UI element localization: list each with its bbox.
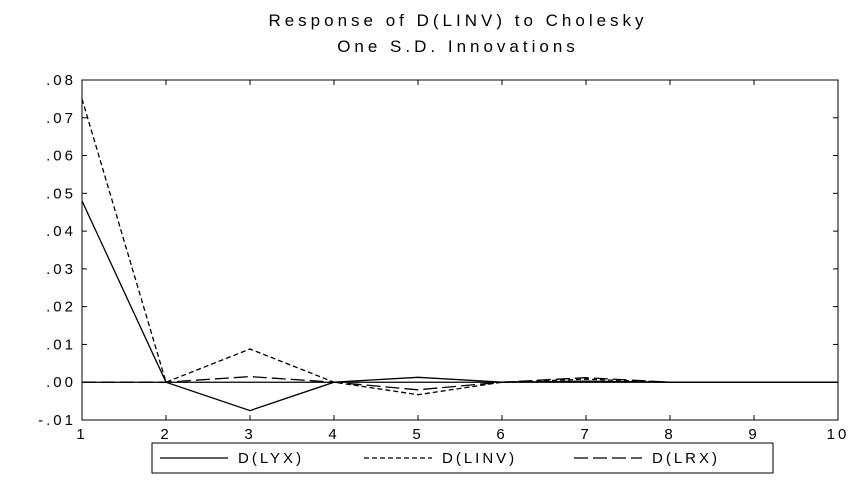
y-tick-label: .05 xyxy=(46,185,76,202)
y-tick-label: .03 xyxy=(46,261,76,278)
legend-label: D(LRX) xyxy=(652,450,720,467)
series-line-d-lyx xyxy=(81,200,838,412)
y-tick-label: .08 xyxy=(46,72,76,89)
y-tick-label: .04 xyxy=(46,223,76,240)
x-tick-label: 7 xyxy=(580,426,591,443)
x-tick-label: 6 xyxy=(496,426,507,443)
legend-box xyxy=(151,442,774,474)
plot-area xyxy=(81,98,838,412)
y-axis: -.01 .00 .01 .02 .03 .04 .05 .06 .07 .08 xyxy=(38,72,838,429)
y-tick-label: .07 xyxy=(46,110,76,127)
x-tick-label: 9 xyxy=(748,426,759,443)
y-tick-label: .00 xyxy=(46,374,76,391)
legend-label: D(LYX) xyxy=(238,450,304,467)
plot-frame xyxy=(81,79,839,421)
x-tick-label: 2 xyxy=(160,426,171,443)
x-tick-label: 4 xyxy=(328,426,339,443)
chart-subtitle: One S.D. Innovations xyxy=(337,37,579,56)
x-axis: 1 2 3 4 5 6 7 8 9 10 xyxy=(76,80,848,443)
chart-title: Response of D(LINV) to Cholesky xyxy=(268,11,647,30)
y-tick-label: .06 xyxy=(46,148,76,165)
series-line-d-lrx xyxy=(82,375,838,391)
legend-label: D(LINV) xyxy=(442,450,517,467)
x-tick-label: 3 xyxy=(244,426,255,443)
x-tick-label: 5 xyxy=(412,426,423,443)
x-tick-label: 1 xyxy=(76,426,87,443)
x-tick-label: 8 xyxy=(664,426,675,443)
series-line-d-linv xyxy=(81,98,838,396)
x-tick-label: 10 xyxy=(827,426,848,443)
y-tick-label: -.01 xyxy=(38,412,76,429)
y-tick-label: .02 xyxy=(46,299,76,316)
y-tick-label: .01 xyxy=(46,336,76,353)
legend: D(LYX) D(LINV) D(LRX) xyxy=(151,442,774,474)
